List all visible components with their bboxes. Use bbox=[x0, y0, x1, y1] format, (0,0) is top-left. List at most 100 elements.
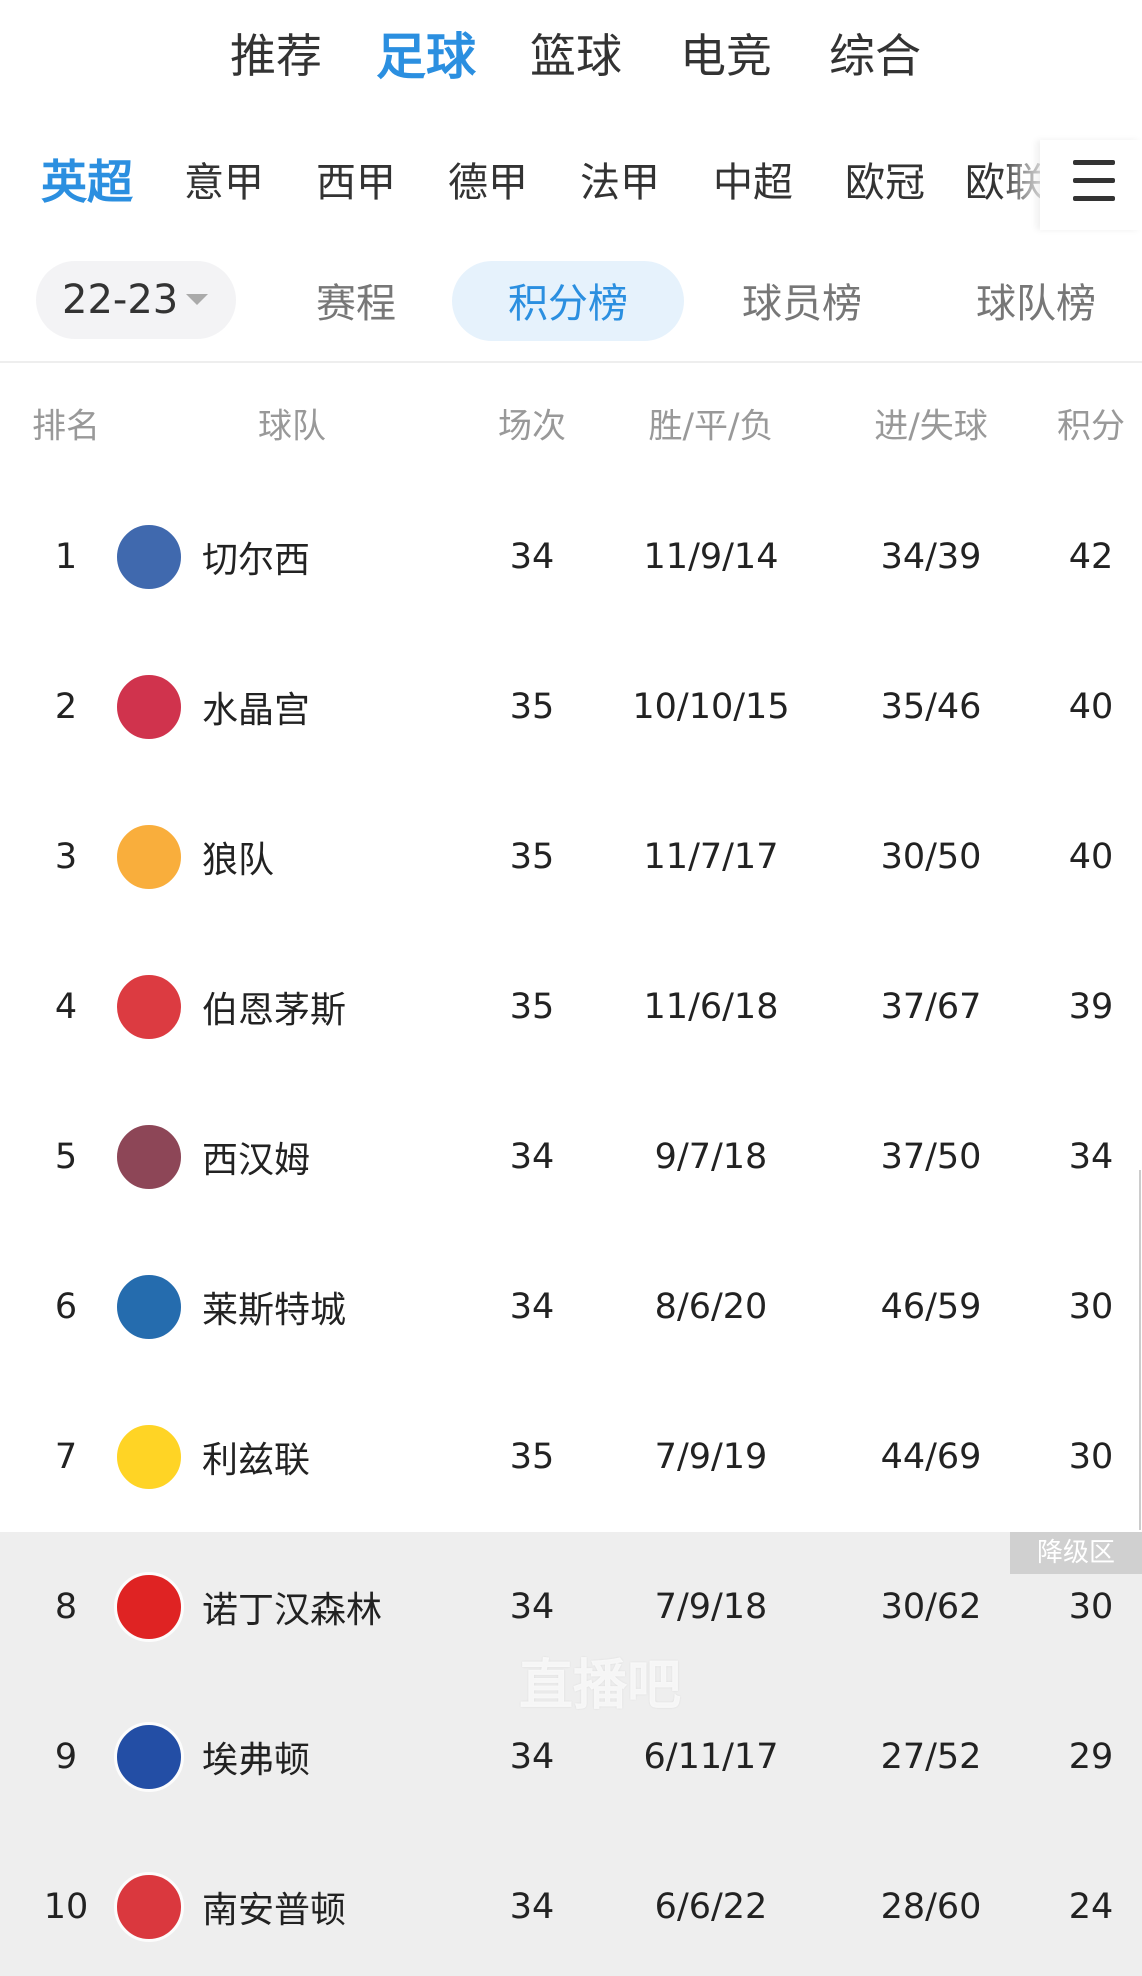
rank: 3 bbox=[54, 837, 78, 877]
team-logo bbox=[114, 1872, 184, 1942]
team-logo bbox=[114, 1722, 184, 1792]
team-name[interactable]: 利兹联 bbox=[202, 1440, 311, 1481]
top-tab[interactable]: 推荐 bbox=[230, 29, 322, 83]
points: 42 bbox=[1068, 537, 1114, 577]
team-name[interactable]: 南安普顿 bbox=[202, 1890, 347, 1931]
rank: 2 bbox=[54, 687, 78, 727]
team-name[interactable]: 伯恩茅斯 bbox=[202, 990, 347, 1031]
sub-tab[interactable]: 球队榜 bbox=[976, 281, 1096, 327]
menu-button[interactable] bbox=[1073, 160, 1115, 201]
goals: 35/46 bbox=[880, 687, 982, 727]
played: 35 bbox=[509, 987, 555, 1027]
points: 40 bbox=[1068, 687, 1114, 727]
win-draw-loss: 11/9/14 bbox=[643, 537, 779, 577]
top-tab[interactable]: 电竞 bbox=[680, 29, 772, 83]
sub-tab[interactable]: 球员榜 bbox=[742, 281, 862, 327]
rank: 1 bbox=[54, 537, 78, 577]
column-header: 积分 bbox=[1057, 406, 1125, 447]
side-divider bbox=[1139, 1170, 1141, 1530]
menu-bar bbox=[1073, 160, 1115, 165]
goals: 27/52 bbox=[880, 1737, 982, 1777]
points: 30 bbox=[1068, 1287, 1114, 1327]
team-name[interactable]: 水晶宫 bbox=[202, 690, 311, 731]
team-logo bbox=[114, 522, 184, 592]
win-draw-loss: 10/10/15 bbox=[632, 687, 790, 727]
top-tab[interactable]: 足球 bbox=[376, 28, 476, 86]
column-header: 场次 bbox=[498, 406, 566, 447]
points: 29 bbox=[1068, 1737, 1114, 1777]
league-tab[interactable]: 欧冠 bbox=[845, 160, 925, 206]
played: 34 bbox=[509, 1137, 555, 1177]
rank: 5 bbox=[54, 1137, 78, 1177]
league-tab[interactable]: 法甲 bbox=[580, 160, 660, 206]
team-name[interactable]: 西汉姆 bbox=[202, 1140, 311, 1181]
played: 34 bbox=[509, 1887, 555, 1927]
team-name[interactable]: 莱斯特城 bbox=[202, 1290, 347, 1331]
points: 34 bbox=[1068, 1137, 1114, 1177]
rank: 4 bbox=[54, 987, 78, 1027]
points: 39 bbox=[1068, 987, 1114, 1027]
played: 35 bbox=[509, 687, 555, 727]
team-logo bbox=[114, 972, 184, 1042]
team-logo bbox=[114, 672, 184, 742]
rank: 7 bbox=[54, 1437, 78, 1477]
menu-bar bbox=[1073, 196, 1115, 201]
goals: 28/60 bbox=[880, 1887, 982, 1927]
sub-tab[interactable]: 积分榜 bbox=[508, 281, 628, 327]
column-header: 排名 bbox=[32, 406, 100, 447]
team-name[interactable]: 埃弗顿 bbox=[202, 1740, 311, 1781]
league-tab[interactable]: 德甲 bbox=[448, 160, 528, 206]
win-draw-loss: 6/6/22 bbox=[654, 1887, 768, 1927]
goals: 30/50 bbox=[880, 837, 982, 877]
league-tab[interactable]: 中超 bbox=[713, 160, 793, 206]
rank: 9 bbox=[54, 1737, 78, 1777]
team-logo bbox=[114, 822, 184, 892]
win-draw-loss: 7/9/18 bbox=[654, 1587, 768, 1627]
team-logo bbox=[114, 1572, 184, 1642]
goals: 37/67 bbox=[880, 987, 982, 1027]
team-logo bbox=[114, 1122, 184, 1192]
goals: 44/69 bbox=[880, 1437, 982, 1477]
points: 30 bbox=[1068, 1587, 1114, 1627]
season[interactable]: 22-23 bbox=[62, 277, 179, 323]
goals: 46/59 bbox=[880, 1287, 982, 1327]
sub-tab-highlight bbox=[452, 261, 684, 341]
rank: 8 bbox=[54, 1587, 78, 1627]
team-logo bbox=[114, 1422, 184, 1492]
points: 40 bbox=[1068, 837, 1114, 877]
top-tab[interactable]: 篮球 bbox=[530, 29, 622, 83]
played: 35 bbox=[509, 837, 555, 877]
season-caret bbox=[186, 294, 208, 305]
column-header: 进/失球 bbox=[874, 406, 988, 447]
sub-tab[interactable]: 赛程 bbox=[316, 281, 396, 327]
played: 34 bbox=[509, 537, 555, 577]
column-header: 胜/平/负 bbox=[648, 406, 774, 447]
win-draw-loss: 6/11/17 bbox=[643, 1737, 779, 1777]
team-name[interactable]: 切尔西 bbox=[202, 540, 311, 581]
win-draw-loss: 9/7/18 bbox=[654, 1137, 768, 1177]
win-draw-loss: 7/9/19 bbox=[654, 1437, 768, 1477]
goals: 30/62 bbox=[880, 1587, 982, 1627]
team-name[interactable]: 诺丁汉森林 bbox=[202, 1590, 383, 1631]
played: 34 bbox=[509, 1737, 555, 1777]
team-logo bbox=[114, 1272, 184, 1342]
win-draw-loss: 8/6/20 bbox=[654, 1287, 768, 1327]
team-name[interactable]: 狼队 bbox=[202, 840, 275, 881]
league-tab[interactable]: 意甲 bbox=[184, 160, 264, 206]
league-tab[interactable]: 西甲 bbox=[316, 160, 396, 206]
top-tab[interactable]: 综合 bbox=[829, 29, 921, 83]
league-tab[interactable]: 英超 bbox=[41, 155, 133, 209]
tab-fade-solid bbox=[1040, 140, 1142, 230]
menu-bar bbox=[1073, 178, 1115, 183]
played: 34 bbox=[509, 1587, 555, 1627]
rank: 10 bbox=[43, 1887, 89, 1927]
watermark: 直播吧 bbox=[519, 1653, 681, 1717]
column-header: 球队 bbox=[258, 406, 326, 447]
relegation-zone bbox=[0, 1532, 1142, 1976]
win-draw-loss: 11/6/18 bbox=[643, 987, 779, 1027]
goals: 37/50 bbox=[880, 1137, 982, 1177]
divider bbox=[0, 361, 1142, 363]
goals: 34/39 bbox=[880, 537, 982, 577]
points: 30 bbox=[1068, 1437, 1114, 1477]
